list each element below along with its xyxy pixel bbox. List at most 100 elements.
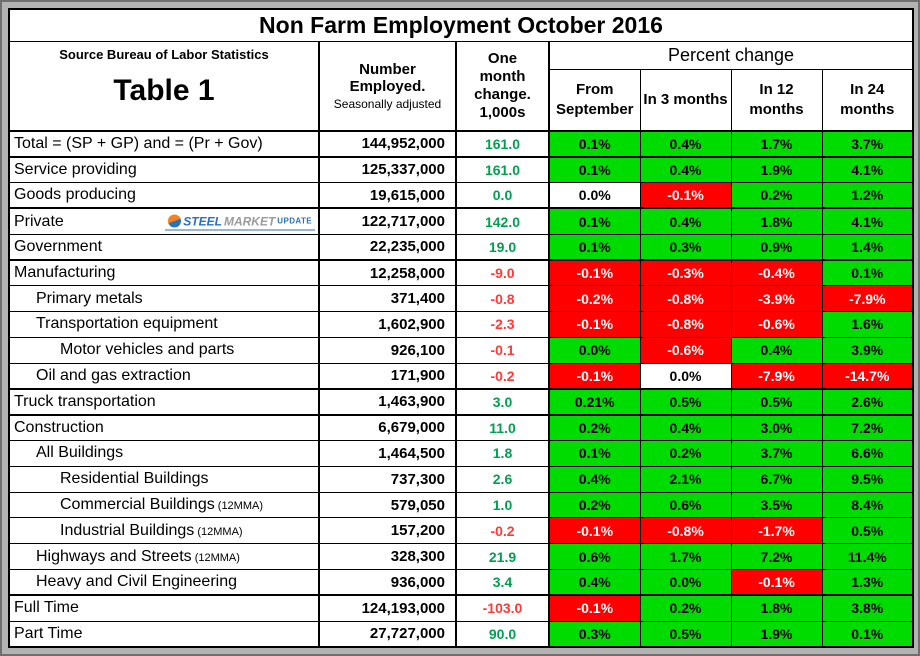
percent-change-value: 3.7% — [821, 130, 914, 158]
table-row: Transportation equipment 1,602,900 -2.3 -0.… — [8, 311, 914, 338]
employed-value: 936,000 — [318, 569, 457, 596]
employed-value: 926,100 — [318, 336, 457, 364]
percent-change-value: 0.4% — [548, 465, 641, 493]
row-label: Oil and gas extraction — [8, 362, 320, 390]
employed-value: 371,400 — [318, 285, 457, 313]
steel-market-update-logo: STEEL MARKET UPDATE — [165, 213, 315, 231]
one-month-change-value: -0.2 — [455, 362, 550, 390]
percent-change-value: -1.7% — [730, 517, 823, 545]
row-label: Construction — [8, 413, 320, 442]
percent-change-value: 1.9% — [730, 620, 823, 648]
percent-change-value: 6.6% — [821, 440, 914, 467]
table-row: Part Time 27,727,000 90.0 0.3% 0.5% 1.9% 0.1% — [8, 620, 914, 648]
employed-column-header: Number Employed. Seasonally adjusted — [318, 40, 457, 132]
percent-change-value: -0.6% — [639, 336, 732, 364]
percent-change-value: 4.1% — [821, 207, 914, 235]
employed-value: 124,193,000 — [318, 594, 457, 622]
percent-change-value: 9.5% — [821, 465, 914, 493]
row-label: Primary metals — [8, 285, 320, 313]
percent-change-value: 0.1% — [548, 155, 641, 184]
percent-change-value: -0.8% — [639, 285, 732, 313]
table-row: Motor vehicles and parts 926,100 -0.1 0.0% -… — [8, 336, 914, 364]
employed-value: 125,337,000 — [318, 155, 457, 184]
one-month-change-value: -9.0 — [455, 258, 550, 287]
percent-change-value: -0.4% — [730, 258, 823, 287]
percent-change-value: 0.6% — [548, 543, 641, 571]
percent-change-value: 1.4% — [821, 233, 914, 261]
percent-change-value: 0.0% — [548, 336, 641, 364]
percent-change-value: -0.3% — [639, 258, 732, 287]
employed-value: 579,050 — [318, 491, 457, 519]
smu-market-text: MARKET — [223, 214, 276, 229]
one-month-change-value: 21.9 — [455, 543, 550, 571]
one-month-change-value: 3.0 — [455, 387, 550, 416]
table-row: Private STEEL MARKET UPDATE 122,717,000 142.0… — [8, 207, 914, 235]
one-month-change-value: 1.8 — [455, 440, 550, 467]
percent-change-value: -0.1% — [548, 517, 641, 545]
percent-change-value: 0.4% — [730, 336, 823, 364]
table-row: Full Time 124,193,000 -103.0 -0.1% 0.2% 1.8% 3… — [8, 594, 914, 622]
percent-change-value: -7.9% — [730, 362, 823, 390]
percent-change-value: 0.2% — [548, 491, 641, 519]
percent-change-value: 0.1% — [548, 440, 641, 467]
percent-change-value: 2.1% — [639, 465, 732, 493]
percent-change-value: 0.0% — [548, 182, 641, 209]
employed-value: 157,200 — [318, 517, 457, 545]
table-row: Commercial Buildings (12MMA) 579,050 1.0 0.… — [8, 491, 914, 519]
employed-value: 737,300 — [318, 465, 457, 493]
sub-column-header: In 24 months — [821, 68, 914, 132]
table-row: All Buildings 1,464,500 1.8 0.1% 0.2% 3.7% 6.6… — [8, 440, 914, 467]
one-month-change-value: -2.3 — [455, 311, 550, 338]
percent-change-value: 0.1% — [821, 258, 914, 287]
table-row: Oil and gas extraction 171,900 -0.2 -0.1% 0.… — [8, 362, 914, 390]
one-month-change-value: 11.0 — [455, 413, 550, 442]
percent-change-value: 0.5% — [639, 387, 732, 416]
employed-value: 1,464,500 — [318, 440, 457, 467]
one-month-change-value: 161.0 — [455, 130, 550, 158]
one-month-change-value: 142.0 — [455, 207, 550, 235]
one-month-change-value: 0.0 — [455, 182, 550, 209]
percent-change-value: 3.0% — [730, 413, 823, 442]
header-row-2: From September In 3 months In 12 months In … — [9, 68, 914, 132]
one-month-change-value: 2.6 — [455, 465, 550, 493]
label-column-header: Source Bureau of Labor Statistics Table … — [8, 40, 320, 132]
percent-change-value: 0.3% — [639, 233, 732, 261]
row-label: Total = (SP + GP) and = (Pr + Gov) — [8, 130, 320, 158]
percent-change-value: -0.8% — [639, 517, 732, 545]
employed-value: 1,602,900 — [318, 311, 457, 338]
row-label: Government — [8, 233, 320, 261]
one-month-change-value: -0.1 — [455, 336, 550, 364]
table-row: Construction 6,679,000 11.0 0.2% 0.4% 3.0% 7.2… — [8, 413, 914, 442]
percent-change-value: 7.2% — [821, 413, 914, 442]
percent-change-value: 0.2% — [639, 440, 732, 467]
employed-value: 27,727,000 — [318, 620, 457, 648]
employed-value: 19,615,000 — [318, 182, 457, 209]
percent-change-value: 0.5% — [821, 517, 914, 545]
percent-change-value: 1.7% — [730, 130, 823, 158]
percent-change-value: 0.21% — [548, 387, 641, 416]
percent-change-value: 6.7% — [730, 465, 823, 493]
employed-value: 122,717,000 — [318, 207, 457, 235]
row-label: Residential Buildings — [8, 465, 320, 493]
page-title: Non Farm Employment October 2016 — [8, 8, 914, 42]
percent-change-value: 1.3% — [821, 569, 914, 596]
percent-change-value: 0.6% — [639, 491, 732, 519]
percent-change-value: 2.6% — [821, 387, 914, 416]
one-month-change-value: -103.0 — [455, 594, 550, 622]
percent-change-value: 0.5% — [639, 620, 732, 648]
smu-steel-text: STEEL — [183, 214, 222, 229]
row-label: Highways and Streets (12MMA) — [8, 543, 320, 571]
one-month-change-value: 3.4 — [455, 569, 550, 596]
percent-change-header: Percent change — [548, 40, 914, 70]
employment-table: Non Farm Employment October 2016 Source … — [8, 8, 914, 648]
percent-change-value: 0.1% — [548, 207, 641, 235]
employed-value: 6,679,000 — [318, 413, 457, 442]
sub-column-header: In 12 months — [730, 68, 823, 132]
percent-change-value: -0.8% — [639, 311, 732, 338]
percent-change-value: 1.6% — [821, 311, 914, 338]
percent-change-value: 1.7% — [639, 543, 732, 571]
one-month-change-value: 19.0 — [455, 233, 550, 261]
table-row: Goods producing 19,615,000 0.0 0.0% -0.1% 0.2… — [8, 182, 914, 209]
percent-change-value: -7.9% — [821, 285, 914, 313]
percent-change-value: 0.4% — [639, 130, 732, 158]
